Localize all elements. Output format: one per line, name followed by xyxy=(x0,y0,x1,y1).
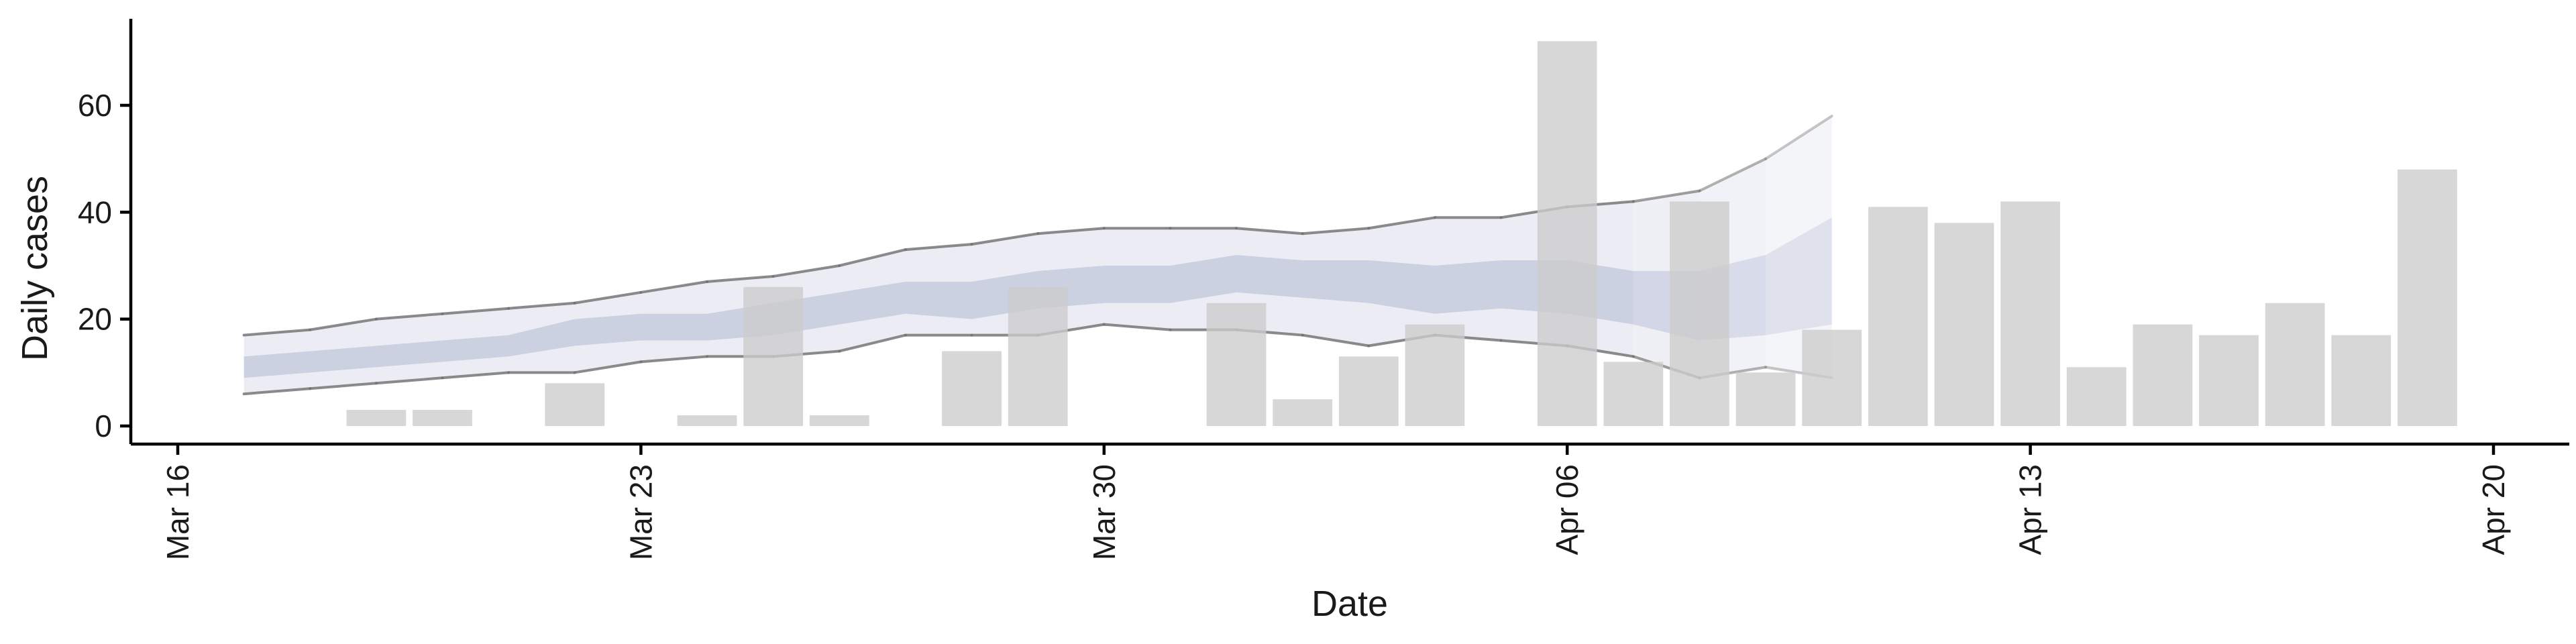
bar xyxy=(1670,201,1729,426)
bar xyxy=(1934,223,1994,426)
band-50-segment xyxy=(1302,260,1369,303)
x-axis-title: Date xyxy=(1311,584,1388,624)
bar xyxy=(346,410,407,426)
bar xyxy=(1802,329,1862,426)
upper-bound-line-segment xyxy=(1698,157,1768,193)
lower-bound-line-segment xyxy=(309,382,378,390)
band-50-segment xyxy=(574,313,641,346)
upper-bound-line-segment xyxy=(242,328,312,337)
bar xyxy=(942,351,1002,426)
band-50-segment xyxy=(1170,255,1237,303)
lower-bound-line-segment xyxy=(838,333,907,353)
upper-bound-line-segment xyxy=(1631,189,1701,203)
upper-bound-line-segment xyxy=(904,243,973,252)
upper-bound-line-segment xyxy=(838,248,907,267)
band-50-segment xyxy=(376,340,443,368)
bar xyxy=(2000,201,2060,426)
upper-bound-line-segment xyxy=(309,317,378,331)
band-50-segment xyxy=(641,313,708,341)
upper-bound-line-segment xyxy=(706,274,775,283)
band-50-segment xyxy=(1766,217,1832,335)
bar xyxy=(1537,41,1597,426)
upper-bound-line-segment xyxy=(639,280,709,294)
bar xyxy=(2066,367,2127,426)
band-50-segment xyxy=(442,335,509,362)
bar xyxy=(2397,169,2457,426)
upper-bound-line-segment xyxy=(374,312,444,321)
bar xyxy=(1008,286,1068,426)
bar xyxy=(1338,356,1399,426)
bar xyxy=(809,415,869,426)
upper-bound-line-segment xyxy=(1301,227,1371,235)
y-tick-label: 60 xyxy=(78,88,112,123)
upper-bound-line-segment xyxy=(771,264,841,278)
upper-bound-line-segment xyxy=(441,307,511,315)
lower-bound-line-segment xyxy=(639,355,709,364)
x-tick-label: Mar 30 xyxy=(1087,464,1122,560)
x-tick-label: Apr 06 xyxy=(1550,464,1585,555)
band-50-segment xyxy=(1104,266,1171,303)
bar xyxy=(1735,372,1796,426)
bar xyxy=(1868,207,1928,426)
bar xyxy=(743,286,804,426)
upper-bound-line-segment xyxy=(1036,227,1106,235)
upper-bound-line-segment xyxy=(1235,227,1304,235)
band-50-segment xyxy=(905,281,972,319)
x-tick-label: Apr 20 xyxy=(2476,464,2511,555)
bar xyxy=(2331,335,2392,426)
lower-bound-line-segment xyxy=(573,360,643,374)
upper-bound-line-segment xyxy=(507,301,576,310)
band-50-segment xyxy=(244,351,311,378)
bars xyxy=(346,41,2457,426)
x-tick-label: Apr 13 xyxy=(2013,464,2048,555)
lower-bound-line-segment xyxy=(242,387,312,396)
band-50-segment xyxy=(508,319,575,357)
bar xyxy=(1603,362,1664,426)
lower-bound-line-segment xyxy=(374,376,444,385)
upper-bound-line-segment xyxy=(573,290,643,305)
y-tick-label: 0 xyxy=(95,409,112,443)
axes: 0 20 40 60 Mar 16 Mar 23 Mar 30 Apr 06 Apr 13 Apr… xyxy=(78,19,2569,560)
upper-bound-line-segment xyxy=(1764,114,1833,160)
bar xyxy=(2265,303,2325,426)
band-90-segment xyxy=(1766,115,1832,378)
y-axis-title: Daily cases xyxy=(15,176,55,361)
x-tick-label: Mar 16 xyxy=(160,464,195,560)
upper-bound-line-segment xyxy=(970,232,1040,246)
y-tick-label: 20 xyxy=(78,302,112,337)
bar xyxy=(677,415,737,426)
lower-bound-line-segment xyxy=(441,371,511,380)
band-50-segment xyxy=(1368,260,1435,314)
bar xyxy=(1273,399,1333,426)
band-50-segment xyxy=(310,345,376,373)
y-tick-label: 40 xyxy=(78,195,112,229)
band-50-segment xyxy=(1434,260,1501,314)
bar xyxy=(2199,335,2259,426)
lower-bound-line-segment xyxy=(1102,323,1172,331)
bar xyxy=(1405,324,1465,426)
x-tick-label: Mar 23 xyxy=(623,464,658,560)
bar xyxy=(413,410,472,426)
lower-bound-line-segment xyxy=(1301,333,1371,347)
bar xyxy=(545,383,605,426)
bar xyxy=(1206,303,1267,426)
upper-bound-line-segment xyxy=(1367,216,1436,230)
band-50-segment xyxy=(1236,255,1303,298)
bar xyxy=(2133,324,2193,426)
band-50-segment xyxy=(839,281,906,325)
